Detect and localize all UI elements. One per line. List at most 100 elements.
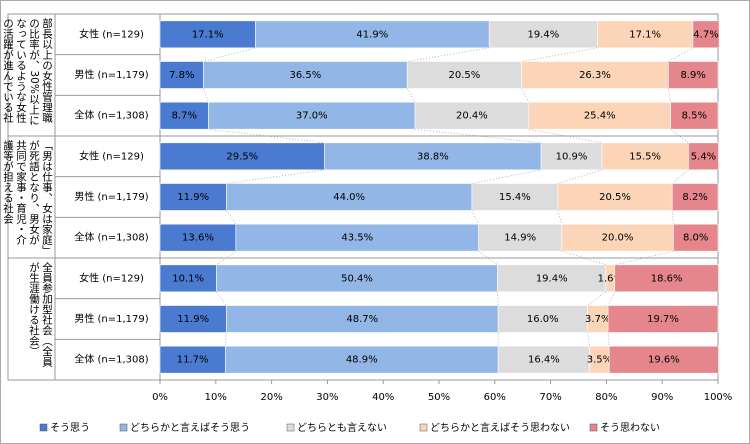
group-label: 「男は仕事、女は家庭」が死語となり、男女が共同で家事・育児・介護等が担える社会	[2, 140, 53, 251]
connector	[407, 47, 490, 62]
bar-segment	[497, 305, 588, 333]
connector	[607, 332, 610, 347]
x-tick-label: 50%	[428, 392, 450, 403]
bar-segment	[614, 264, 719, 293]
legend-label: どちらとも言えない	[297, 421, 387, 434]
bar-segment	[692, 20, 720, 49]
category-label: 全体 (n=1,308)	[74, 231, 148, 244]
bar-segment	[673, 223, 719, 252]
connector	[471, 210, 479, 225]
bar-segment	[671, 183, 719, 211]
value-label: 41.9%	[356, 29, 388, 40]
x-tick-label: 80%	[595, 392, 617, 403]
bar-segment	[478, 223, 563, 252]
legend-label: どちらかと言えばそう思わない	[430, 421, 570, 434]
value-label: 19.4%	[527, 29, 559, 40]
value-label: 43.5%	[341, 233, 373, 244]
value-label: 25.4%	[584, 111, 616, 122]
bar-segment	[670, 101, 719, 130]
x-tick-label: 100%	[704, 392, 733, 403]
legend-swatch	[419, 423, 428, 432]
connector	[668, 47, 694, 62]
value-label: 16.0%	[527, 314, 559, 325]
value-label: 8.5%	[682, 111, 707, 122]
category-label: 女性 (n=129)	[79, 149, 144, 162]
bar-segment	[159, 142, 325, 171]
bar-segment	[226, 183, 473, 211]
value-label: 19.4%	[536, 273, 568, 284]
value-label: 20.0%	[602, 233, 634, 244]
value-label: 38.8%	[417, 151, 449, 162]
value-label: 11.9%	[177, 314, 209, 325]
value-label: 20.5%	[599, 192, 631, 203]
bar-segment	[497, 264, 607, 293]
connector	[406, 88, 416, 103]
value-label: 3.7%	[585, 314, 610, 325]
legend-swatch	[286, 423, 295, 432]
connector	[528, 128, 603, 144]
value-label: 3.5%	[587, 355, 612, 366]
value-label: 4.7%	[693, 29, 718, 40]
connector	[557, 210, 563, 225]
bar-segment	[607, 305, 719, 333]
category-label: 女性 (n=129)	[79, 27, 144, 40]
connector	[614, 250, 674, 266]
value-label: 14.9%	[504, 233, 536, 244]
x-tick-label: 0%	[152, 392, 168, 403]
x-tick-label: 30%	[316, 392, 338, 403]
connector	[224, 332, 227, 347]
category-label: 全体 (n=1,308)	[74, 353, 148, 366]
connector	[203, 88, 209, 103]
connector	[497, 291, 499, 306]
category-label: 男性 (n=1,179)	[74, 68, 148, 81]
bar-segment	[497, 345, 590, 374]
bar-segment	[203, 61, 408, 89]
value-label: 19.6%	[648, 355, 680, 366]
connector	[557, 169, 603, 184]
bar-segment	[159, 183, 227, 211]
bar-segment	[521, 61, 669, 89]
connector	[203, 47, 256, 62]
value-label: 15.5%	[629, 151, 661, 162]
x-tick-label: 90%	[651, 392, 673, 403]
value-label: 15.4%	[499, 192, 531, 203]
value-label: 17.1%	[629, 29, 661, 40]
connector	[607, 291, 616, 306]
x-tick-label: 60%	[484, 392, 506, 403]
connector	[216, 250, 237, 266]
connector	[670, 128, 689, 144]
group-label: 全員参加型社会（全員が生涯働ける社会）	[28, 262, 53, 367]
value-label: 5.4%	[691, 151, 716, 162]
bar-segment	[159, 61, 204, 89]
bar-segment	[597, 20, 694, 49]
connector	[667, 88, 671, 103]
value-label: 37.0%	[296, 111, 328, 122]
group-label: 部長以上の女性管理職の比率が、30%以上になっているような女性の活躍が進んでいる…	[0, 18, 53, 126]
connector	[414, 128, 542, 144]
value-label: 1.6%	[598, 273, 623, 284]
value-label: 44.0%	[333, 192, 365, 203]
bar-segment	[159, 101, 209, 130]
x-tick-label: 70%	[539, 392, 561, 403]
value-label: 36.5%	[289, 70, 321, 81]
legend-label: そう思う	[50, 422, 90, 434]
value-label: 11.9%	[177, 192, 209, 203]
x-tick-label: 40%	[372, 392, 394, 403]
bar-segment	[668, 61, 719, 89]
bar-segment	[224, 345, 499, 374]
value-label: 20.5%	[448, 70, 480, 81]
bar-segment	[406, 61, 522, 89]
connector	[521, 88, 530, 103]
value-label: 10.9%	[556, 151, 588, 162]
connector	[471, 169, 542, 184]
x-tick-label: 20%	[260, 392, 282, 403]
legend-swatch	[39, 423, 48, 432]
legend-label: どちらかと言えばそう思う	[130, 421, 250, 434]
legend-swatch	[119, 423, 128, 432]
value-label: 8.0%	[683, 233, 708, 244]
bar-segment	[608, 345, 719, 374]
connector	[226, 169, 325, 184]
connector	[216, 291, 227, 306]
